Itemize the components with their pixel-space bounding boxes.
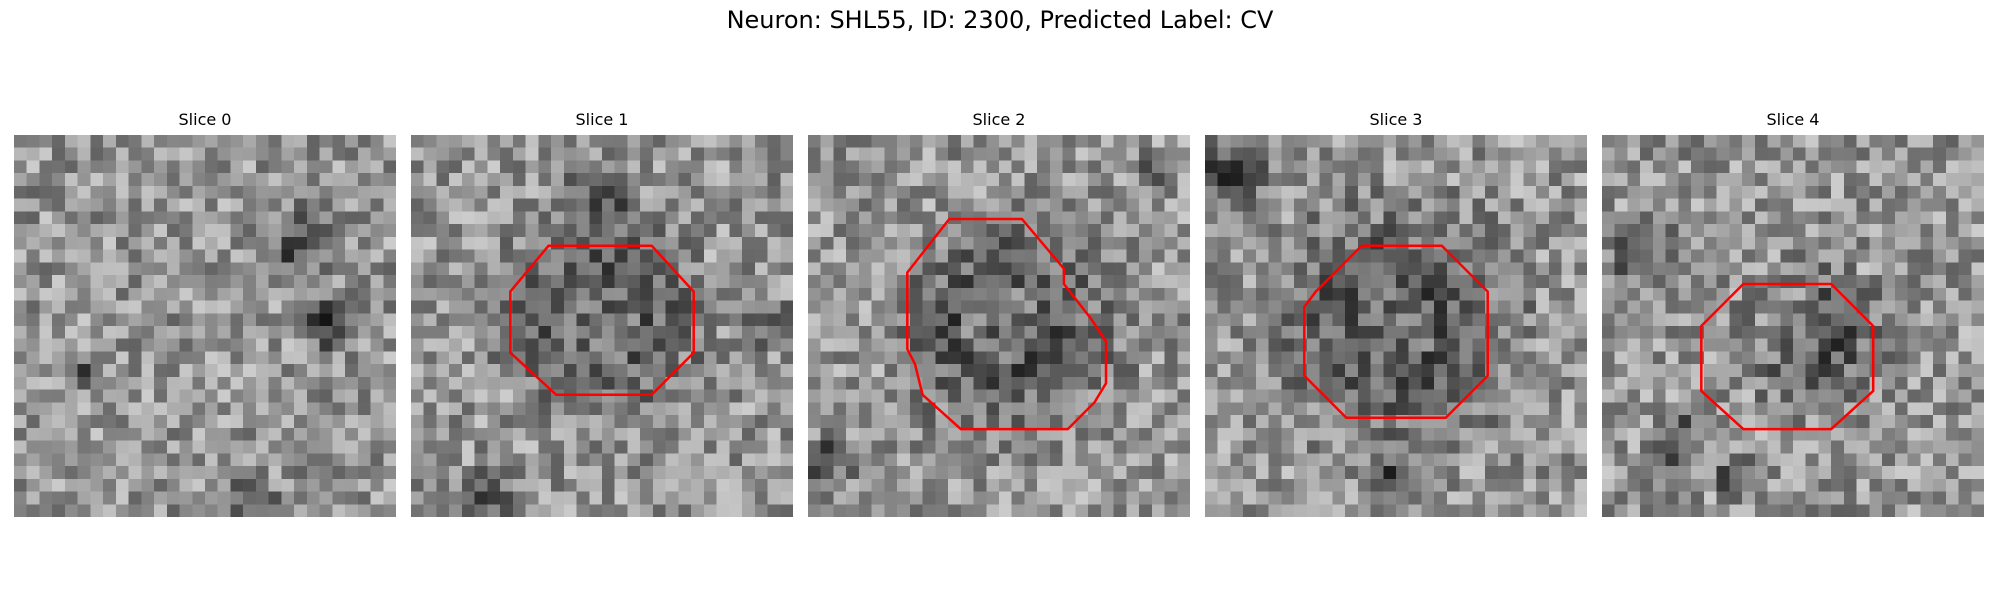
roi-contour	[906, 217, 1108, 431]
slice-image	[808, 135, 1190, 517]
panel-title: Slice 2	[972, 110, 1026, 129]
panel-title: Slice 0	[178, 110, 232, 129]
slice-image	[14, 135, 396, 517]
slice-image	[411, 135, 793, 517]
figure-title: Neuron: SHL55, ID: 2300, Predicted Label…	[726, 6, 1274, 34]
contour-overlay	[14, 135, 396, 517]
contour-overlay	[509, 244, 695, 397]
panel-title: Slice 3	[1369, 110, 1423, 129]
slice-pixels	[14, 135, 396, 517]
slice-image	[1602, 135, 1984, 517]
slice-pixels	[808, 135, 1190, 517]
contour-overlay	[1700, 282, 1875, 431]
slice-pixels	[1602, 135, 1984, 517]
roi-contour	[1700, 282, 1875, 431]
slice-pixels	[1205, 135, 1587, 517]
contour-overlay	[906, 217, 1108, 431]
slice-pixels	[411, 135, 793, 517]
roi-contour	[509, 244, 695, 397]
panel-title: Slice 4	[1766, 110, 1820, 129]
panel-title: Slice 1	[575, 110, 629, 129]
contour-overlay	[1303, 244, 1489, 419]
slice-image	[1205, 135, 1587, 517]
roi-contour	[1303, 244, 1489, 419]
